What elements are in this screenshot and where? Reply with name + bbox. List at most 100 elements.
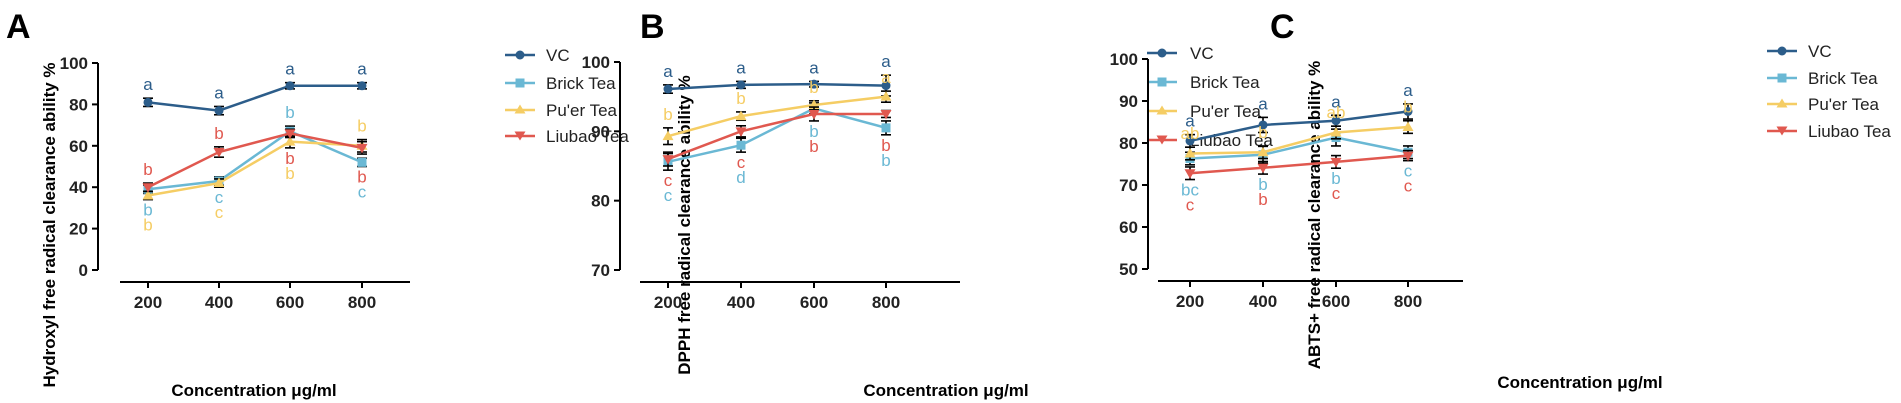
panel-b-series-vc [663,74,891,97]
legend-triangle-up-marker-icon [1776,98,1788,108]
panel-b-sig-label-liubao-tea: b [881,136,890,155]
panel-a-point-liubao-tea [284,129,296,139]
panel-c-sig-label-liubao-tea: c [1332,184,1341,203]
panel-c-point-pu-er-tea [1184,148,1196,158]
panel-a-point-brick-tea [357,157,367,167]
panel-c-point-pu-er-tea [1402,121,1414,132]
panel-b-line-liubao-tea [667,112,886,161]
panel-b-sig-label-pu-er-tea: b [736,89,745,108]
legend-circle-marker-icon [1157,48,1167,58]
panel-c-legend-item-puer-tea: Pu'er Tea [1767,95,1880,114]
panel-c-y-tick-label: 90 [1119,92,1138,111]
panel-c-point-liubao-tea [1330,157,1342,168]
panel-a-line-pu-er-tea [147,140,363,197]
panel-b-y-axis-title: DPPH free radical clearance ability % [675,75,694,375]
panel-b-legend-item-vc: VC [1147,44,1214,63]
panel-b-point-liubao-tea [662,155,674,165]
panel-c-series-liubao-tea [1184,149,1414,181]
panel-a-legend-label-brick-tea: Brick Tea [546,74,616,93]
legend-triangle-up-marker-icon [514,104,526,114]
panel-c-sig-label-liubao-tea: c [1404,177,1413,196]
panel-c-sig-label-vc: a [1185,112,1195,131]
panel-c-x-tick-label: 400 [1249,292,1277,311]
panel-b-legend: VC Brick Tea Pu'er Tea Liubao Tea [1147,44,1273,150]
panel-a-point-vc [214,106,224,116]
panel-b-point-vc [809,79,819,89]
panel-a-legend-label-puer-tea: Pu'er Tea [546,101,618,120]
panel-b-legend-label-brick-tea: Brick Tea [1190,73,1260,92]
panel-b-letter: B [640,8,665,46]
panel-c-sig-label-pu-er-tea: ab [1327,103,1346,122]
panel-b-y-tick-label: 100 [582,53,610,72]
panel-b-sig-label-brick-tea: d [736,168,745,187]
panel-b-point-brick-tea [881,123,891,133]
panel-b-series-pu-er-tea [662,90,892,146]
panel-a-series-vc [143,81,367,116]
panel-a-sig-label-vc: a [357,60,367,79]
panel-a-y-tick-label: 60 [69,137,88,156]
panel-a-sig-label-liubao-tea: b [285,149,294,168]
panel-a-point-vc [357,81,367,91]
panel-b-point-vc [881,81,891,91]
panel-a-x-tick-label: 200 [134,293,162,312]
panel-a-legend-item-vc: VC [505,46,570,65]
panel-b-point-vc [736,80,746,90]
panel-c-sig-label-brick-tea: b [1331,169,1340,188]
panel-c-sig-label-liubao-tea: b [1258,190,1267,209]
panel-a-y-axis-title: Hydroxyl free radical clearance ability … [40,62,59,387]
panel-c-x-axis-title: Concentration μg/ml [1497,373,1662,392]
panel-c-legend: VC Brick Tea Pu'er Tea Liubao Tea [1767,42,1891,141]
panel-b-y-tick-label: 90 [591,122,610,141]
panel-a: A Hydroxyl free radical clearance abilit… [6,8,629,400]
panel-a-legend-item-liubao-tea: Liubao Tea [505,127,629,146]
panel-b-sig-label-brick-tea: b [881,151,890,170]
panel-a-sig-label-pu-er-tea: b [143,216,152,235]
panel-b-point-pu-er-tea [662,130,674,141]
panel-c-sig-label-pu-er-tea: b [1403,98,1412,117]
legend-square-marker-icon [1157,77,1167,87]
panel-b-point-pu-er-tea [735,110,747,121]
legend-square-marker-icon [1777,73,1787,83]
panel-b-line-brick-tea [667,107,887,164]
panel-a-sig-label-brick-tea: c [358,183,367,202]
panel-a-sig-label-brick-tea: b [143,201,152,220]
panel-c-legend-item-vc: VC [1767,42,1832,61]
panel-c-sig-label-liubao-tea: c [1186,196,1195,215]
panel-a-legend: VC Brick Tea Pu'er Tea Liubao Tea [505,46,629,146]
panel-a-line-brick-tea [147,129,363,191]
panel-c-x-tick-label: 600 [1322,292,1350,311]
panel-c-sig-label-brick-tea: c [1404,162,1413,181]
panel-c-point-pu-er-tea [1330,127,1342,137]
legend-triangle-down-marker-icon [1156,135,1168,145]
panel-b-y-tick-label: 80 [591,192,610,211]
panel-a-sig-label-vc: a [143,75,153,94]
panel-a-point-vc [143,97,153,107]
panel-b-point-pu-er-tea [880,91,892,101]
panel-c-point-liubao-tea [1184,169,1196,179]
panel-a-axes: 0 20 40 60 80 100 200 400 600 800 [60,54,410,312]
panel-c-sig-label-brick-tea: bc [1181,181,1199,200]
panel-c-sig-label-brick-tea: b [1258,175,1267,194]
panel-c-point-liubao-tea [1402,151,1414,162]
panel-a-sig-label-pu-er-tea: b [285,164,294,183]
panel-b-sig-label-pu-er-tea: a [881,68,891,87]
panel-a-point-liubao-tea [356,143,368,154]
panel-b-line-pu-er-tea [667,95,887,138]
panel-c-series-vc [1185,103,1413,148]
panel-b-legend-item-liubao-tea: Liubao Tea [1147,131,1273,150]
panel-b-line-vc [667,82,887,91]
panel-a-x-axis-title: Concentration μg/ml [171,381,336,400]
panel-a-y-tick-label: 0 [79,261,88,280]
panel-a-legend-item-brick-tea: Brick Tea [505,74,616,93]
legend-triangle-up-marker-icon [1156,105,1168,115]
panel-a-series-brick-tea [143,125,367,195]
panel-a-line-vc [147,84,362,112]
panel-b-x-tick-label: 200 [654,293,682,312]
panel-a-legend-item-puer-tea: Pu'er Tea [505,101,618,120]
panel-c-y-tick-label: 60 [1119,218,1138,237]
panel-c-legend-item-liubao-tea: Liubao Tea [1767,122,1891,141]
panel-c-legend-label-liubao-tea: Liubao Tea [1808,122,1891,141]
